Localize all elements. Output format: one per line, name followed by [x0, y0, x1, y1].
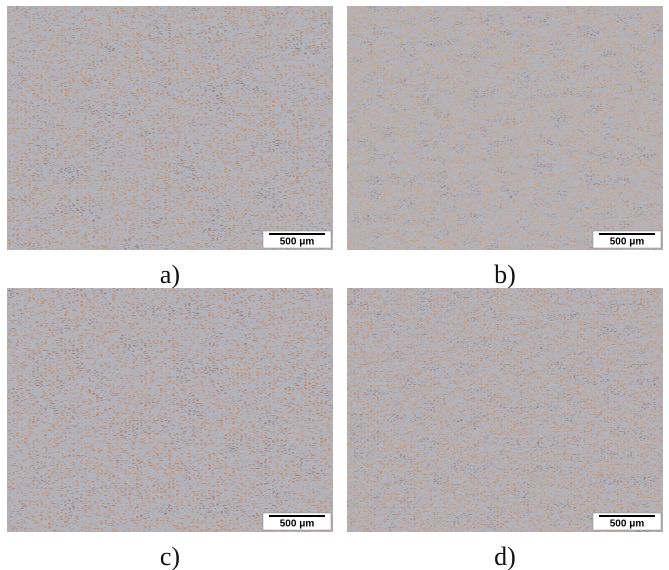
scale-bar-label: 500 μm — [610, 519, 645, 530]
panel-label: c) — [160, 542, 180, 570]
scale-bar-label: 500 μm — [280, 237, 315, 248]
scale-bar-box — [592, 512, 662, 531]
micrograph — [347, 288, 663, 532]
panel-label: a) — [160, 260, 180, 289]
micrograph — [7, 288, 333, 532]
panel-label: b) — [494, 260, 516, 289]
scale-bar-box — [592, 230, 662, 249]
panel-label: d) — [494, 542, 516, 570]
scale-bar-box — [262, 512, 332, 531]
scale-bar-box — [262, 230, 332, 249]
micrograph — [7, 6, 333, 250]
scale-bar-label: 500 μm — [610, 237, 645, 248]
scale-bar-label: 500 μm — [280, 519, 315, 530]
micrograph — [347, 6, 663, 250]
